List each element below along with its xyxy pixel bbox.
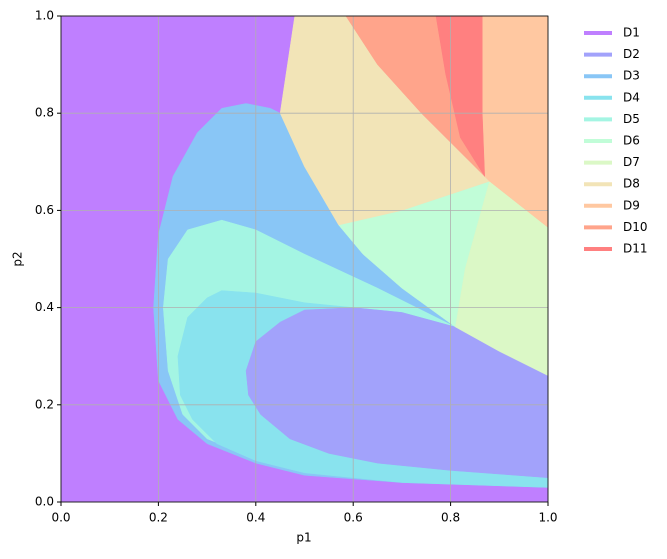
x-tick-label: 0.4 [246,511,265,525]
x-tick-label: 1.0 [538,511,557,525]
plot-frame [60,15,549,503]
legend-label: D3 [623,69,640,83]
y-tick-label: 0.2 [35,397,54,411]
legend-label: D2 [623,47,640,61]
y-tick-label: 0.8 [35,106,54,120]
x-tick-label: 0.6 [344,511,363,525]
y-tick-label: 0.0 [35,495,54,509]
y-tick-label: 0.4 [35,300,54,314]
legend-label: D1 [623,26,640,40]
legend-label: D7 [623,155,640,169]
x-axis-label: p1 [296,531,311,545]
x-tick-label: 0.0 [51,511,70,525]
y-tick-label: 1.0 [35,9,54,23]
legend-label: D11 [623,242,648,256]
y-tick-label: 0.6 [35,203,54,217]
x-tick-label: 0.8 [441,511,460,525]
legend-label: D6 [623,134,640,148]
legend-label: D8 [623,177,640,191]
y-axis-label: p2 [11,251,25,266]
legend-label: D9 [623,198,640,212]
legend-label: D10 [623,220,648,234]
legend-label: D4 [623,90,640,104]
x-tick-label: 0.2 [149,511,168,525]
legend-label: D5 [623,112,640,126]
